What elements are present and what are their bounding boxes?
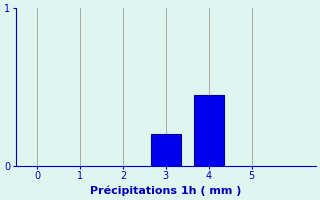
Bar	[194, 95, 224, 166]
X-axis label: Précipitations 1h ( mm ): Précipitations 1h ( mm )	[90, 185, 242, 196]
Bar	[151, 134, 181, 166]
